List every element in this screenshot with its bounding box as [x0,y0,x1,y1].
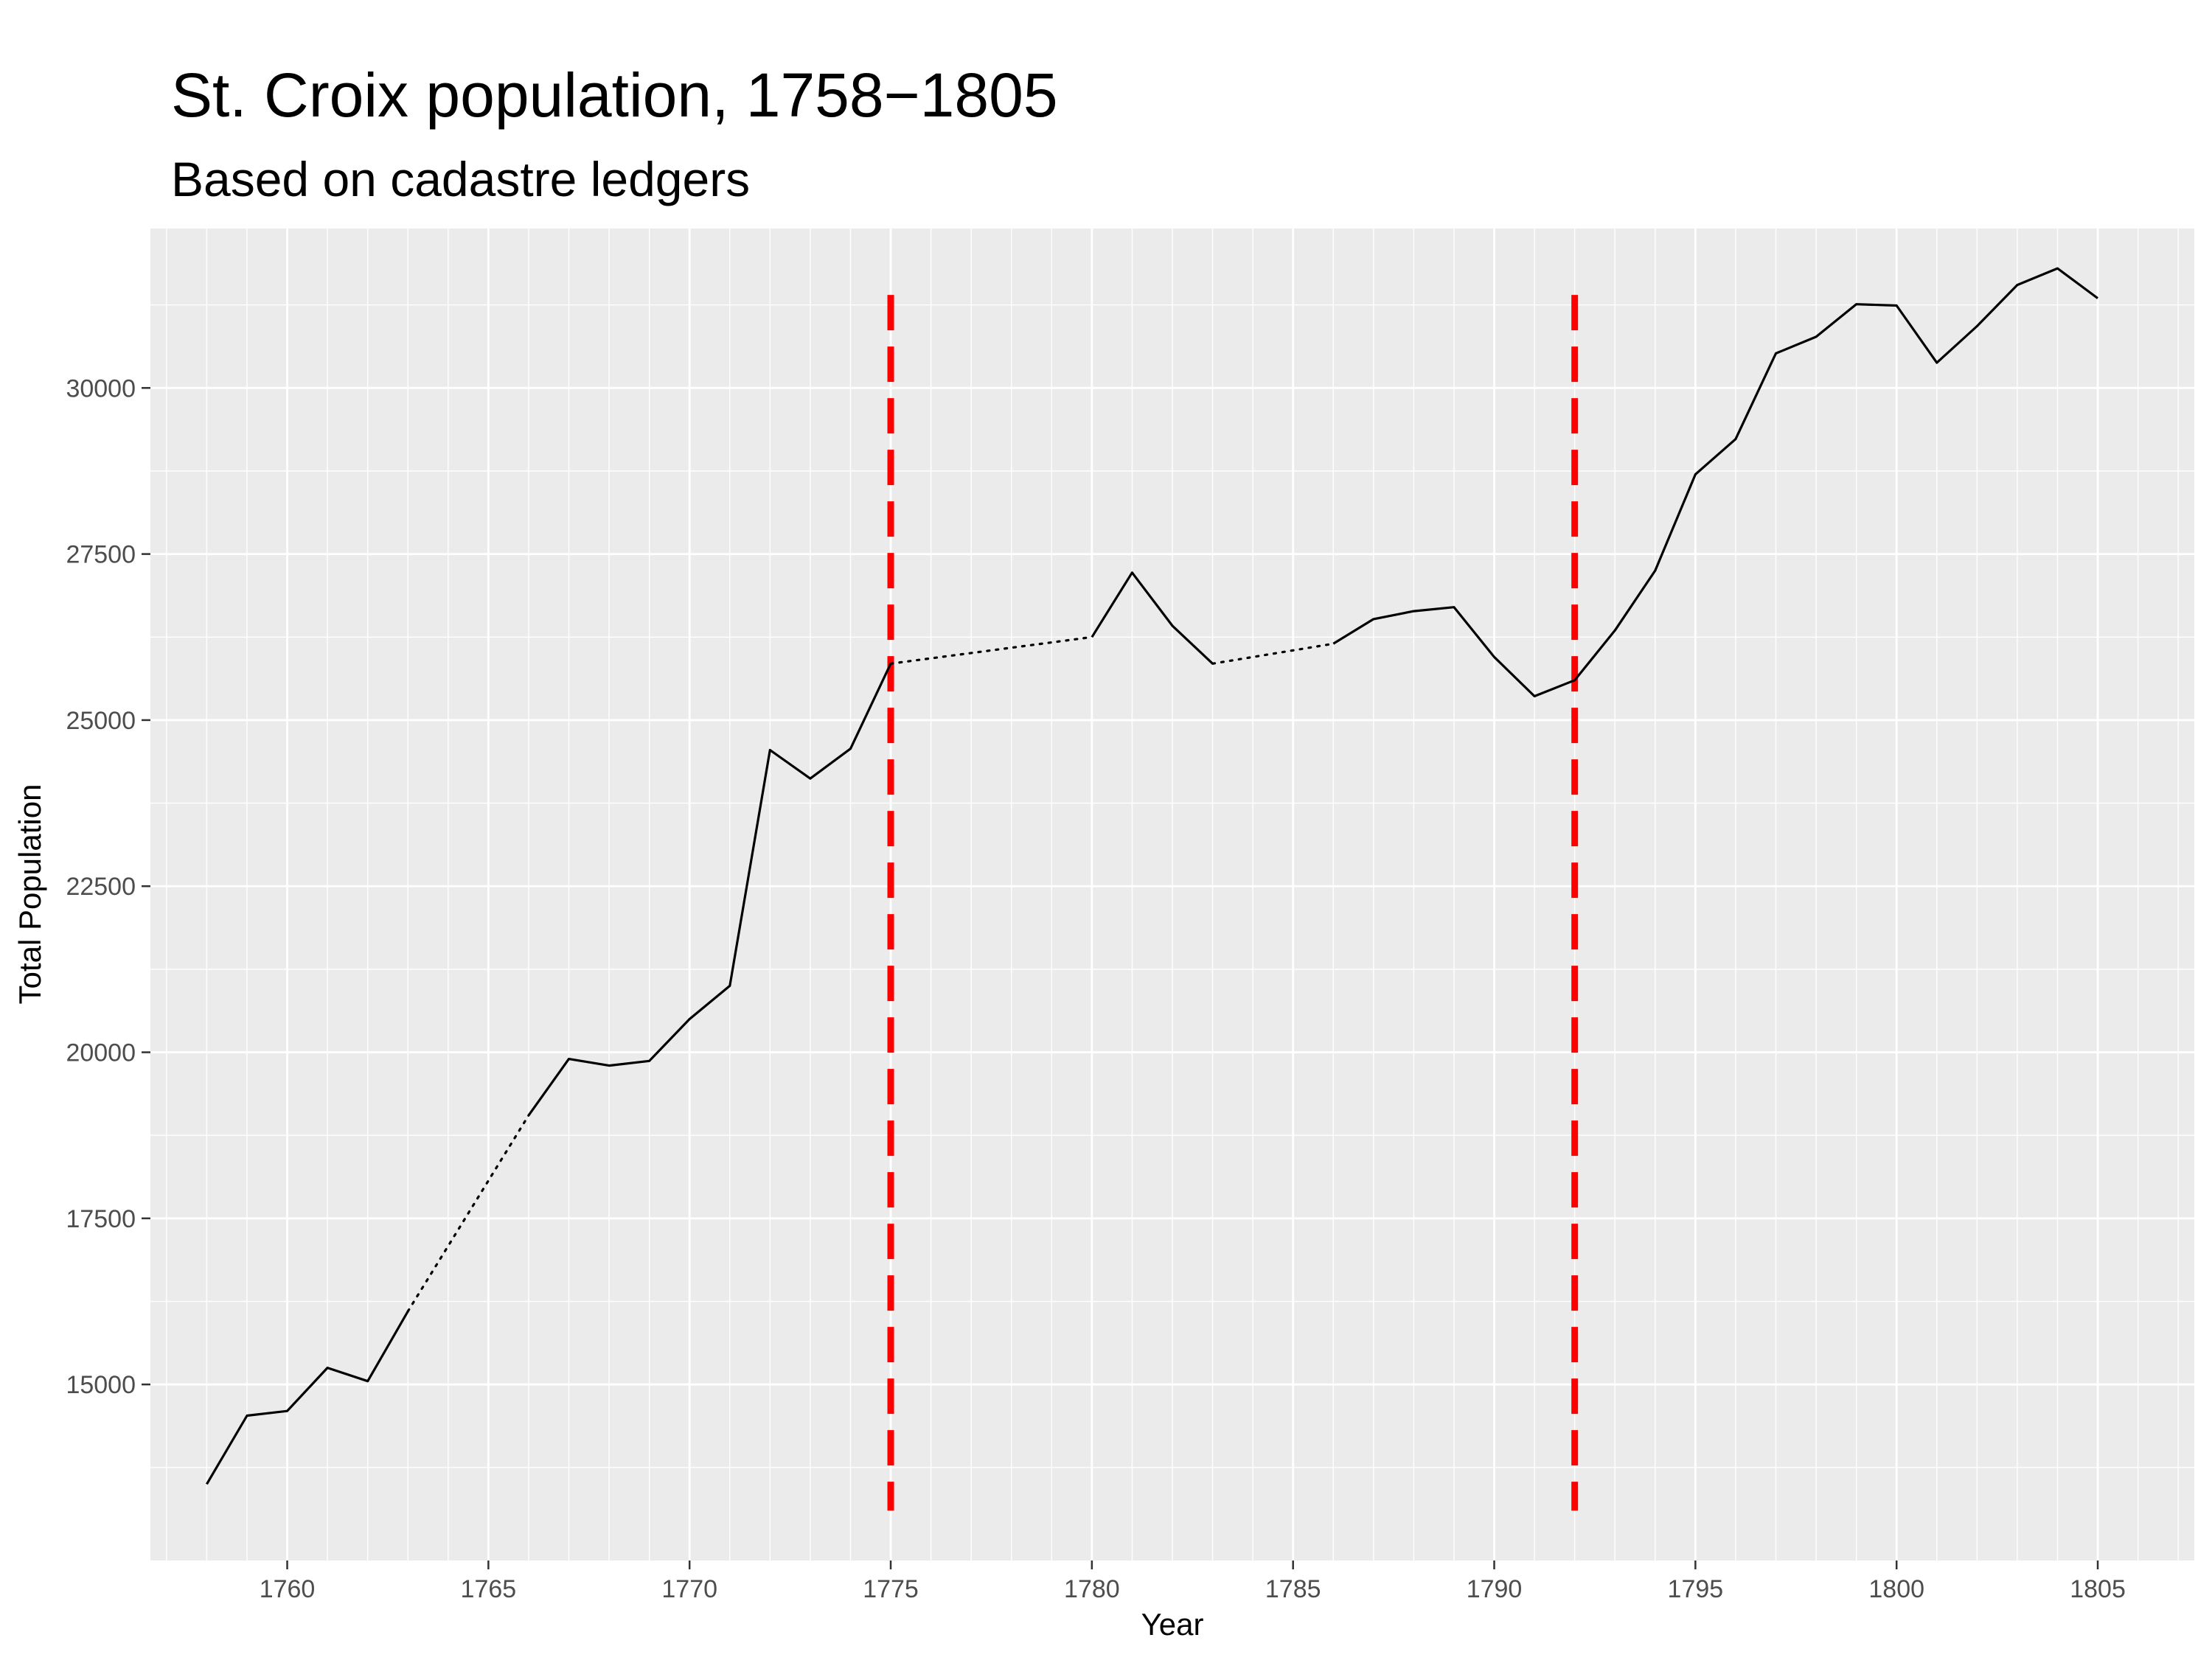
y-axis-ticks: 15000 17500 20000 22500 25000 27500 30000 [66,374,150,1399]
population-series [206,267,2098,1485]
series-line-1780-1783 [1091,571,1214,665]
x-tick-label: 1805 [2070,1575,2126,1603]
y-axis-title: Total Population [13,784,47,1005]
y-tick-label: 15000 [66,1371,136,1399]
y-tick-label: 27500 [66,541,136,569]
x-tick-label: 1800 [1868,1575,1924,1603]
minor-gridlines [150,229,2194,1560]
chart-title: St. Croix population, 1758−1805 [171,60,1058,130]
y-tick-label: 30000 [66,374,136,402]
reference-lines [887,295,1579,1511]
y-tick-label: 20000 [66,1039,136,1067]
series-line-1758-1763 [206,1311,409,1485]
y-tick-label: 25000 [66,707,136,735]
x-tick-label: 1760 [260,1575,316,1603]
interpolated-line-1783-1786 [1211,642,1335,665]
chart-subtitle: Based on cadastre ledgers [171,152,750,206]
x-tick-label: 1775 [863,1575,919,1603]
x-tick-label: 1780 [1064,1575,1120,1603]
y-tick-label: 22500 [66,873,136,901]
interpolated-line-1763-1766 [406,1114,530,1313]
interpolated-line-1775-1780 [889,635,1093,665]
x-tick-label: 1790 [1467,1575,1523,1603]
major-gridlines [150,229,2194,1560]
series-line-1766-1775 [527,663,892,1117]
x-axis-ticks: 1760 1765 1770 1775 1780 1785 1790 1795 1800 1805 [260,1560,2126,1603]
y-tick-label: 17500 [66,1205,136,1233]
x-axis-title: Year [1141,1607,1204,1642]
x-tick-label: 1770 [661,1575,717,1603]
x-tick-label: 1785 [1265,1575,1321,1603]
series-line-1786-1805 [1332,267,2098,698]
x-tick-label: 1765 [461,1575,517,1603]
x-tick-label: 1795 [1668,1575,1724,1603]
